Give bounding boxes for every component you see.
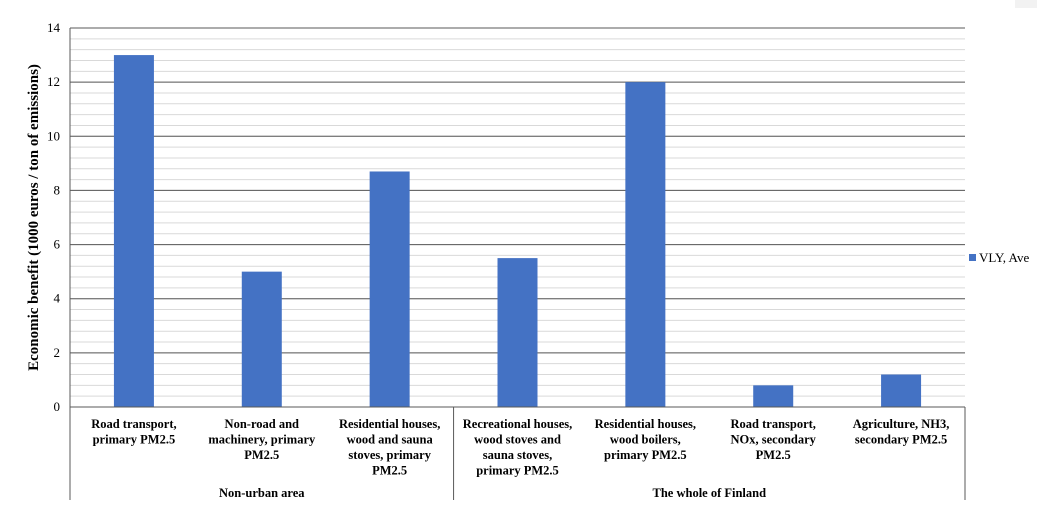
category-label: Residential houses, wood boilers, primary … bbox=[595, 417, 696, 462]
bar bbox=[881, 374, 922, 407]
bar bbox=[497, 258, 538, 407]
bars bbox=[113, 55, 922, 408]
group-label: Non-urban area bbox=[219, 486, 305, 500]
corner-shade bbox=[1015, 0, 1037, 8]
legend-label: VLY, Ave bbox=[979, 250, 1029, 265]
y-tick-label: 2 bbox=[54, 345, 61, 360]
bar bbox=[369, 171, 410, 407]
axes bbox=[69, 28, 966, 500]
legend-swatch bbox=[969, 254, 976, 261]
bar bbox=[625, 82, 666, 408]
category-label: Agriculture, NH3, secondary PM2.5 bbox=[853, 417, 950, 447]
category-label: Road transport, NOx, secondary PM2.5 bbox=[731, 417, 817, 462]
category-label: Recreational houses, wood stoves and sauna… bbox=[463, 417, 573, 478]
bar bbox=[241, 271, 282, 407]
y-tick-label: 8 bbox=[54, 182, 61, 197]
category-label: Non-road and machinery, primary PM2.5 bbox=[208, 417, 316, 462]
group-label: The whole of Finland bbox=[653, 486, 767, 500]
category-label: Road transport, primary PM2.5 bbox=[91, 417, 176, 447]
group-labels: Non-urban area The whole of Finland bbox=[219, 486, 766, 500]
y-axis-label: Economic benefit (1000 euros / ton of em… bbox=[26, 64, 42, 371]
y-tick-label: 14 bbox=[47, 20, 61, 35]
y-tick-label: 12 bbox=[47, 74, 60, 89]
bar bbox=[113, 55, 154, 407]
y-tick-labels: 0 2 4 6 8 10 12 14 bbox=[47, 20, 61, 414]
y-tick-label: 6 bbox=[54, 237, 61, 252]
y-tick-label: 4 bbox=[54, 291, 61, 306]
y-tick-label: 10 bbox=[47, 128, 60, 143]
y-tick-label: 0 bbox=[54, 399, 61, 414]
legend: VLY, Ave bbox=[969, 250, 1029, 265]
category-label: Residential houses, wood and sauna stoves,… bbox=[339, 417, 440, 478]
bar bbox=[753, 385, 794, 407]
category-labels: Road transport, primary PM2.5 Non-road and… bbox=[91, 417, 949, 478]
